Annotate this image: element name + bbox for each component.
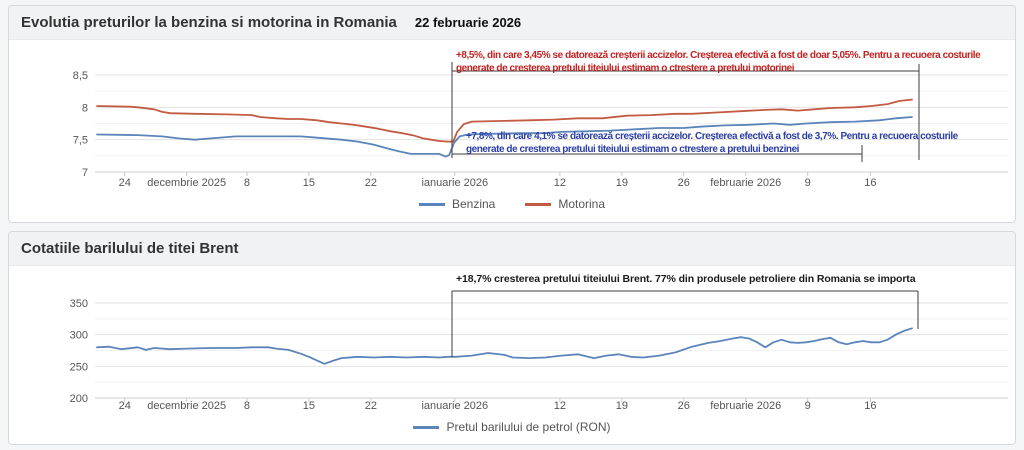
fuel-price-panel-header: Evolutia preturilor la benzina si motori… xyxy=(9,6,1015,40)
brent-panel-header: Cotatiile barilului de titei Brent xyxy=(9,232,1015,266)
svg-text:9: 9 xyxy=(805,177,811,189)
fuel-chart-legend: Benzina Motorina xyxy=(0,197,1024,211)
legend-label-benzina: Benzina xyxy=(451,197,496,211)
annotation-benzina: +7,8%, din care 4,1% se datorează crește… xyxy=(466,131,1018,156)
svg-text:8: 8 xyxy=(244,400,250,412)
svg-text:februarie 2026: februarie 2026 xyxy=(710,177,781,189)
svg-text:decembrie 2025: decembrie 2025 xyxy=(147,177,226,189)
fuel-price-title: Evolutia preturilor la benzina si motori… xyxy=(21,14,397,31)
legend-label-motorina: Motorina xyxy=(558,197,606,211)
legend-item-benzina[interactable]: Benzina xyxy=(418,197,496,211)
brent-chart-legend: Pretul barilului de petrol (RON) xyxy=(0,420,1024,434)
svg-text:12: 12 xyxy=(554,400,566,412)
svg-text:8: 8 xyxy=(82,102,88,114)
svg-text:16: 16 xyxy=(864,400,876,412)
svg-text:300: 300 xyxy=(70,330,88,342)
svg-text:24: 24 xyxy=(119,400,131,412)
annotation-motorina: +8,5%, din care 3,45% se datorează creșt… xyxy=(456,50,1022,75)
svg-text:15: 15 xyxy=(303,400,315,412)
legend-item-brent[interactable]: Pretul barilului de petrol (RON) xyxy=(413,420,611,434)
svg-text:200: 200 xyxy=(70,393,88,405)
svg-text:8,5: 8,5 xyxy=(73,70,88,82)
svg-text:februarie 2026: februarie 2026 xyxy=(710,400,781,412)
svg-text:16: 16 xyxy=(864,177,876,189)
fuel-price-chart: 7 7,5 8 8,5 24 decembrie 2025 8 15 22 ianuarie 20… xyxy=(73,62,1008,189)
brent-title: Cotatiile barilului de titei Brent xyxy=(21,240,239,257)
svg-text:ianuarie 2026: ianuarie 2026 xyxy=(421,400,488,412)
annotation-benzina-line1: +7,8%, din care 4,1% se datorează crește… xyxy=(466,131,958,142)
svg-text:19: 19 xyxy=(616,177,628,189)
svg-text:12: 12 xyxy=(554,177,566,189)
svg-text:19: 19 xyxy=(616,400,628,412)
svg-text:26: 26 xyxy=(678,400,690,412)
report-date: 22 februarie 2026 xyxy=(414,15,522,30)
annotation-benzina-line2: generate de cresterea pretului titeiului… xyxy=(466,143,800,155)
brent-line-swatch-icon xyxy=(413,425,440,429)
svg-text:8: 8 xyxy=(244,177,250,189)
brent-price-chart: 200 250 300 350 24 decembrie 2025 8 15 22 ianuari… xyxy=(70,290,1008,412)
svg-text:9: 9 xyxy=(805,400,811,412)
svg-text:7: 7 xyxy=(82,167,88,179)
svg-text:22: 22 xyxy=(365,400,377,412)
svg-text:26: 26 xyxy=(678,177,690,189)
motorina-line-swatch-icon xyxy=(525,202,552,206)
legend-item-motorina[interactable]: Motorina xyxy=(525,197,605,211)
brent-panel: Cotatiile barilului de titei Brent xyxy=(8,231,1016,445)
svg-text:24: 24 xyxy=(119,177,131,189)
svg-text:22: 22 xyxy=(365,177,377,189)
annotation-brent: +18,7% cresterea pretului titeiului Bren… xyxy=(456,273,1016,286)
svg-text:ianuarie 2026: ianuarie 2026 xyxy=(421,177,488,189)
svg-text:decembrie 2025: decembrie 2025 xyxy=(147,400,226,412)
annotation-motorina-line2: generate de cresterea pretului titeiului… xyxy=(456,62,795,74)
svg-text:15: 15 xyxy=(303,177,315,189)
benzina-line-swatch-icon xyxy=(418,202,445,206)
annotation-brent-line1: +18,7% cresterea pretului titeiului Bren… xyxy=(456,273,916,285)
svg-text:350: 350 xyxy=(70,298,88,310)
svg-text:7,5: 7,5 xyxy=(73,135,88,147)
annotation-motorina-line1: +8,5%, din care 3,45% se datorează creșt… xyxy=(456,50,981,61)
legend-label-brent: Pretul barilului de petrol (RON) xyxy=(446,420,611,434)
svg-text:250: 250 xyxy=(70,361,88,373)
